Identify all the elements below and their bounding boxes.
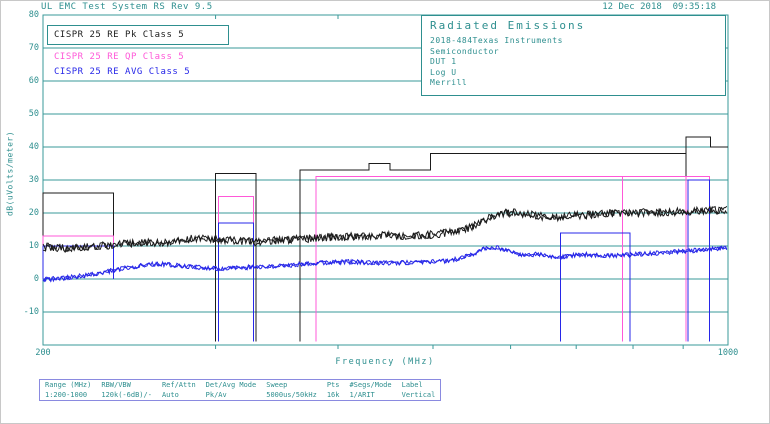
sweep-settings-table: Range (MHz) RBW/VBW Ref/Attn Det/Avg Mode Sw…: [39, 379, 442, 401]
settings-value-cell: 16k: [326, 391, 340, 399]
test-info-line: Semiconductor: [430, 46, 500, 56]
settings-value-cell: Pk/Av: [205, 391, 227, 399]
qp-limit: [42, 176, 711, 342]
settings-header-cell: #Segs/Mode: [349, 381, 392, 389]
plot-border: [42, 14, 729, 346]
x-tick-label: 1000: [717, 348, 739, 358]
trace-avg: [42, 245, 728, 283]
y-axis-title: dB(uVolts/meter): [5, 130, 15, 217]
settings-value-cell: 120k(-6dB)/-: [101, 391, 152, 399]
test-info-title: Radiated Emissions: [430, 19, 586, 32]
legend-pk-label: CISPR 25 RE Pk Class 5: [47, 25, 229, 45]
settings-header-row: Range (MHz) RBW/VBW Ref/Attn Det/Avg Mode Sw…: [40, 380, 441, 391]
settings-header-cell: RBW/VBW: [101, 381, 131, 389]
y-tick-label: 60: [28, 76, 39, 86]
trace-legend: CISPR 25 RE Pk Class 5 CISPR 25 RE QP Cla…: [47, 25, 229, 77]
y-tick-label: -10: [23, 307, 39, 317]
trace-pk: [42, 205, 728, 253]
test-info-line: DUT 1: [430, 57, 457, 66]
legend-qp-label: CISPR 25 RE QP Class 5: [54, 52, 185, 62]
settings-value-cell: 1:200-1000: [45, 391, 88, 399]
settings-value-cell: 1/ARIT: [349, 391, 375, 399]
app-title: UL EMC Test System RS Rev 9.5: [41, 2, 213, 12]
y-tick-label: 30: [28, 175, 39, 185]
y-tick-label: 80: [28, 10, 39, 20]
settings-value-cell: 5000us/50kHz: [266, 391, 317, 399]
y-tick-label: 70: [28, 43, 39, 53]
x-axis-title: Frequency (MHz): [335, 357, 435, 367]
settings-header-cell: Pts: [326, 381, 340, 389]
settings-header-cell: Ref/Attn: [161, 381, 196, 389]
settings-value-cell: Auto: [161, 391, 179, 399]
settings-header-cell: Range (MHz): [45, 381, 92, 389]
pk-limit: [42, 136, 728, 342]
test-info-box: Radiated Emissions 2018-484Texas Instrum…: [421, 15, 726, 96]
trace-avg: [42, 245, 728, 283]
datetime-display: 12 Dec 2018 09:35:18: [602, 2, 716, 12]
test-info-line: Merrill: [430, 78, 468, 87]
y-tick-label: 40: [28, 142, 39, 152]
legend-avg-label: CISPR 25 RE AVG Class 5: [54, 67, 191, 77]
settings-header-cell: Sweep: [266, 381, 288, 389]
y-tick-label: 50: [28, 109, 39, 119]
y-tick-label: 10: [28, 241, 39, 251]
settings-header-cell: Label: [401, 381, 423, 389]
y-tick-label: 0: [33, 274, 39, 284]
settings-header-cell: Det/Avg Mode: [205, 381, 257, 389]
settings-value-row: 1:200-1000 120k(-6dB)/- Auto Pk/Av 5000us/50…: [40, 390, 441, 401]
settings-value-cell: Vertical: [401, 391, 436, 399]
test-info-line: 2018-484Texas Instruments: [430, 36, 563, 45]
test-info-line: Log U: [430, 67, 457, 77]
test-info-lines: 2018-484Texas Instruments Semiconductor DU…: [430, 36, 717, 89]
y-tick-label: 20: [28, 208, 39, 218]
x-tick-label: 200: [35, 348, 51, 358]
